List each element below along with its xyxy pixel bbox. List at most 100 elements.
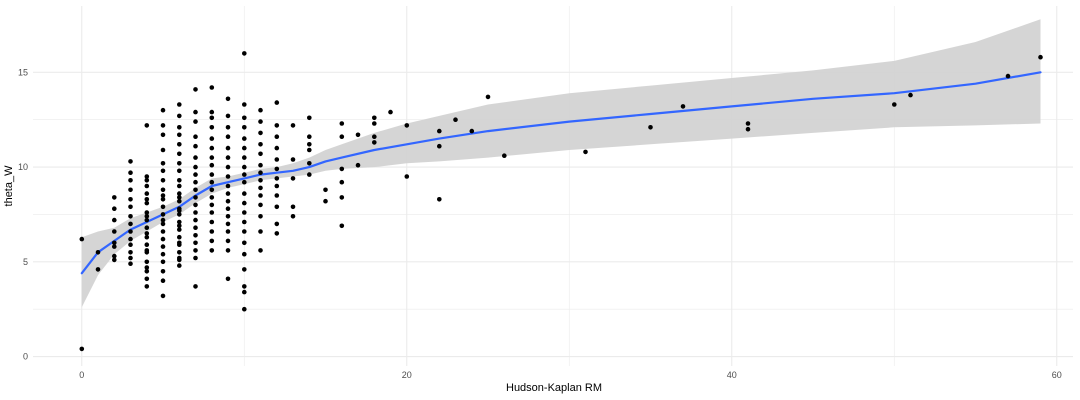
data-point bbox=[242, 145, 247, 151]
data-point bbox=[274, 166, 280, 172]
data-point bbox=[177, 227, 182, 232]
data-point bbox=[177, 255, 182, 261]
data-point bbox=[112, 229, 117, 234]
data-point bbox=[242, 200, 247, 206]
data-point bbox=[258, 130, 263, 136]
data-point bbox=[160, 147, 166, 153]
data-point bbox=[242, 267, 247, 272]
data-point bbox=[144, 242, 150, 247]
data-point bbox=[242, 251, 247, 257]
data-point bbox=[177, 183, 182, 189]
data-point bbox=[745, 121, 751, 126]
data-point bbox=[339, 223, 345, 229]
data-point bbox=[307, 161, 312, 166]
data-point bbox=[177, 132, 182, 138]
data-point bbox=[144, 183, 150, 189]
data-point bbox=[404, 174, 410, 179]
data-point bbox=[144, 284, 150, 289]
data-point bbox=[209, 210, 215, 215]
data-point bbox=[177, 191, 182, 196]
data-point bbox=[209, 109, 215, 115]
data-point bbox=[323, 198, 328, 204]
data-point bbox=[242, 115, 247, 121]
data-point bbox=[225, 183, 231, 189]
data-point bbox=[648, 125, 653, 130]
data-point bbox=[225, 125, 231, 130]
data-point bbox=[242, 136, 247, 141]
data-point bbox=[144, 225, 150, 230]
data-point bbox=[388, 109, 393, 115]
data-point bbox=[193, 179, 198, 185]
data-point bbox=[209, 155, 215, 160]
data-point bbox=[128, 255, 133, 261]
data-point bbox=[160, 212, 166, 217]
data-point bbox=[307, 172, 312, 177]
data-point bbox=[209, 115, 215, 121]
data-point bbox=[95, 250, 101, 255]
data-point bbox=[160, 236, 166, 242]
data-point bbox=[144, 123, 150, 128]
data-point bbox=[372, 140, 377, 145]
data-point bbox=[160, 168, 166, 174]
point-layer bbox=[79, 51, 1043, 352]
data-point bbox=[242, 210, 247, 215]
data-point bbox=[193, 195, 198, 200]
data-point bbox=[95, 267, 101, 272]
data-point bbox=[160, 259, 166, 265]
data-point bbox=[177, 250, 182, 255]
data-point bbox=[290, 123, 296, 128]
data-point bbox=[193, 217, 198, 223]
data-point bbox=[160, 178, 166, 183]
data-point bbox=[258, 119, 263, 124]
data-point bbox=[209, 85, 215, 90]
data-point bbox=[128, 187, 133, 193]
data-point bbox=[339, 166, 345, 172]
data-point bbox=[193, 210, 198, 215]
data-point bbox=[177, 168, 182, 174]
confidence-band bbox=[81, 19, 1041, 308]
data-point bbox=[258, 185, 263, 191]
data-point bbox=[193, 240, 198, 246]
data-point bbox=[225, 214, 231, 219]
data-point bbox=[274, 176, 280, 181]
data-point bbox=[469, 128, 475, 134]
data-point bbox=[160, 244, 166, 249]
data-point bbox=[258, 214, 263, 219]
data-point bbox=[177, 178, 182, 183]
smooth-line bbox=[80, 71, 1042, 275]
data-point bbox=[372, 121, 377, 126]
data-point bbox=[258, 151, 263, 157]
data-point bbox=[274, 100, 280, 105]
data-point bbox=[79, 236, 85, 242]
data-point bbox=[177, 161, 182, 166]
data-point bbox=[160, 123, 166, 128]
data-point bbox=[258, 193, 263, 198]
y-tick-label: 0 bbox=[23, 352, 28, 362]
data-point bbox=[209, 145, 215, 151]
data-point bbox=[209, 219, 215, 225]
x-tick-labels: 0 20 40 60 bbox=[79, 370, 1062, 380]
data-point bbox=[177, 223, 182, 229]
data-point bbox=[242, 125, 247, 130]
data-point bbox=[193, 155, 198, 160]
data-point bbox=[258, 107, 263, 113]
data-point bbox=[274, 183, 280, 189]
data-point bbox=[193, 119, 198, 124]
data-point bbox=[242, 155, 247, 160]
data-point bbox=[160, 278, 166, 284]
data-point bbox=[177, 125, 182, 130]
data-point bbox=[355, 132, 361, 138]
data-point bbox=[290, 157, 296, 162]
data-point bbox=[274, 193, 280, 198]
data-point bbox=[160, 229, 166, 234]
data-point bbox=[160, 187, 166, 193]
data-point bbox=[144, 191, 150, 196]
data-point bbox=[144, 178, 150, 183]
data-point bbox=[128, 197, 133, 202]
data-point bbox=[274, 145, 280, 151]
data-point bbox=[372, 134, 377, 139]
data-point bbox=[128, 261, 133, 267]
data-point bbox=[225, 113, 231, 119]
data-point bbox=[193, 172, 198, 177]
data-point bbox=[112, 217, 117, 223]
